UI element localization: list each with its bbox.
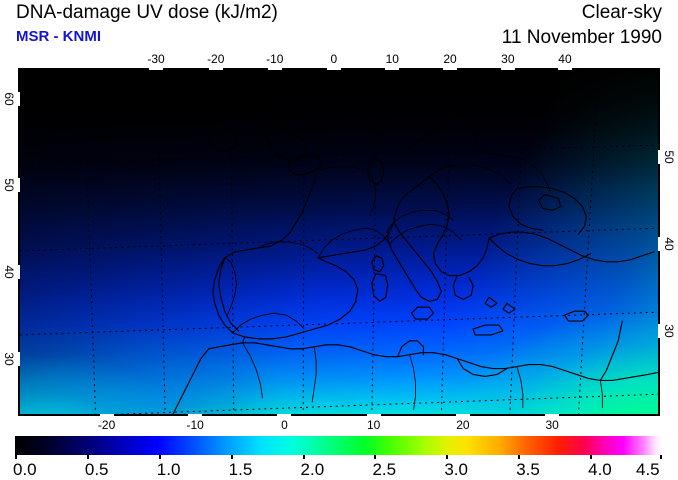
colorbar-tick-label: 3.5 [516,460,540,479]
axis-tick-label: 0 [330,52,338,66]
colorbar-tick-label: 2.0 [300,460,325,479]
axis-tick [18,351,20,366]
axis-tick-label: -30 [147,52,165,66]
axis-tick-label: -20 [207,52,225,66]
axis-tick [267,68,282,70]
axis-tick-label: 30 [662,324,676,338]
colorbar-legend: 0.0 0.5 1.0 1.5 2.0 2.5 3.0 3.5 4.0 4.5 [0,436,678,480]
right-axis-ticks [658,68,660,416]
country-borders [224,79,603,411]
colorbar-tick-label: 0.0 [13,460,37,479]
colorbar-gradient [15,436,662,455]
source-attribution: MSR - KNMI [16,28,101,45]
colorbar-tick [158,455,161,459]
axis-tick-label: 10 [385,52,399,66]
axis-tick [366,414,381,416]
colorbar-tick-label: 4.0 [588,460,612,479]
colorbar-tick [230,455,233,459]
axis-tick-label: 0 [281,418,288,432]
map-coastline-overlay [20,70,658,414]
axis-tick-label: 30 [545,418,559,432]
axis-tick [658,323,660,338]
colorbar-tick-label: 1.5 [228,460,253,479]
axis-tick-label: -10 [266,52,284,66]
axis-tick-label: -10 [186,418,204,432]
axis-tick [557,68,572,70]
axis-tick-label: 60 [2,92,16,106]
axis-tick [18,177,20,192]
colorbar-ticks [15,455,662,459]
coastlines [128,71,658,414]
axis-tick-label: 50 [2,177,16,192]
axis-tick [149,68,164,70]
right-axis-labels: 50 40 30 [660,68,678,416]
colorbar-tick-label: 0.5 [84,460,109,479]
axis-tick [545,414,560,416]
axis-tick [658,236,660,251]
colorbar-tick-label: 4.5 [636,460,660,479]
axis-tick [208,68,223,70]
axis-tick-label: 20 [456,418,470,432]
axis-tick [18,264,20,279]
axis-tick-label: 10 [366,418,381,432]
axis-tick-label: 40 [662,237,676,251]
top-axis-ticks [18,68,660,70]
colorbar-tick [302,455,305,459]
top-axis-labels: -30 -20 -10 0 10 20 30 40 [0,52,678,66]
left-axis-ticks [18,68,20,416]
colorbar-tick-label: 1.0 [156,460,181,479]
axis-tick [385,68,400,70]
colorbar-tick [518,455,521,459]
colorbar-tick [15,455,17,459]
field-northern-dark-zone [20,70,658,414]
page-title: DNA-damage UV dose (kJ/m2) [16,2,278,23]
axis-tick [658,149,660,164]
bottom-axis-ticks [18,414,660,416]
colorbar-tick [86,455,89,459]
axis-tick-label: 50 [662,150,676,164]
graticule-lines [20,70,658,414]
axis-tick-label: 40 [558,52,572,66]
chart-header: DNA-damage UV dose (kJ/m2) MSR - KNMI Cl… [0,0,678,56]
axis-tick [18,92,20,107]
colorbar-tick [660,455,662,459]
axis-tick-label: 20 [443,52,457,66]
axis-tick-label: 30 [2,351,16,366]
colorbar-tick-label: 3.0 [444,460,468,479]
colorbar-tick [446,455,449,459]
map-plot-area [18,68,660,416]
axis-tick-label: 30 [501,52,515,66]
axis-tick [188,414,203,416]
colorbar-tick [374,455,377,459]
sky-condition-label: Clear-sky [581,2,662,23]
axis-tick [443,68,458,70]
axis-tick-label: 40 [2,264,16,279]
colorbar-tick-label: 2.5 [372,460,397,479]
bottom-axis-labels: -20 -10 0 10 20 30 [0,418,678,434]
uv-dose-heatmap-field [20,70,658,414]
colorbar-tick [590,455,593,459]
colorbar-labels: 0.0 0.5 1.0 1.5 2.0 2.5 3.0 3.5 4.0 4.5 [0,460,678,480]
axis-tick [326,68,341,70]
axis-tick [277,414,292,416]
left-axis-labels: 60 50 40 30 [0,68,18,416]
axis-tick [500,68,515,70]
date-label: 11 November 1990 [501,27,662,48]
axis-tick [455,414,470,416]
axis-tick [99,414,114,416]
axis-tick-label: -20 [97,418,116,432]
